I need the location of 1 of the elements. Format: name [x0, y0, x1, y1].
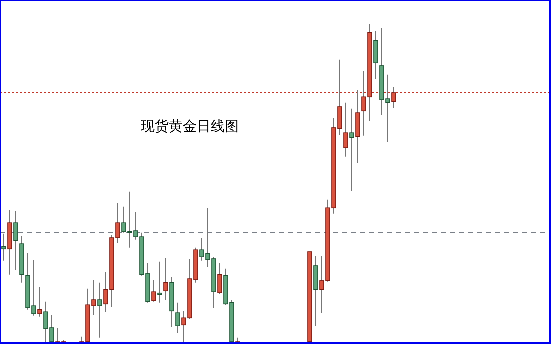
title: 现货黄金日线图 — [141, 118, 239, 134]
